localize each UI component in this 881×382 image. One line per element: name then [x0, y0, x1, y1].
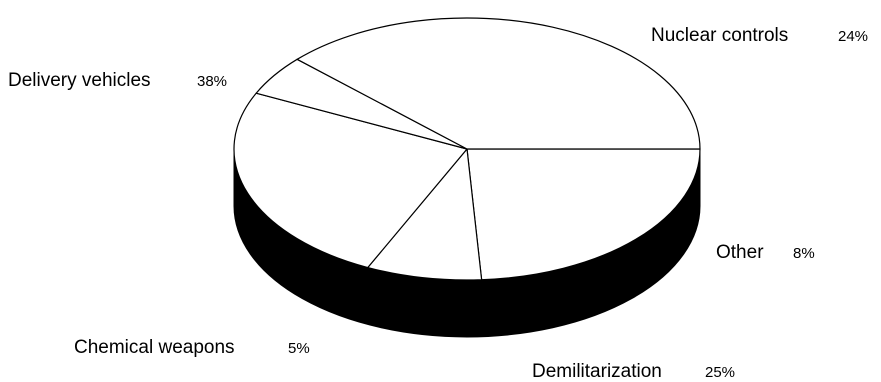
category-label: Demilitarization: [532, 361, 662, 382]
slice-label-other: Other 8%: [716, 242, 815, 263]
value-label: 24%: [838, 28, 868, 45]
pie-slice-other: [367, 148, 483, 281]
slice-label-delivery-vehicles: Delivery vehicles 38%: [8, 70, 227, 91]
slice-label-chemical-weapons: Chemical weapons 5%: [74, 337, 310, 358]
pie-top-layer: [233, 17, 701, 281]
value-label: 8%: [793, 245, 815, 262]
value-label: 38%: [197, 73, 227, 90]
category-label: Nuclear controls: [651, 25, 788, 46]
pie-slice-delivery-vehicles: [296, 17, 701, 150]
value-label: 25%: [705, 364, 735, 381]
slice-label-demilitarization: Demilitarization 25%: [532, 361, 735, 382]
value-label: 5%: [288, 340, 310, 357]
category-label: Delivery vehicles: [8, 70, 151, 91]
category-label: Other: [716, 242, 764, 263]
pie-slice-demilitarization: [233, 92, 468, 269]
category-label: Chemical weapons: [74, 337, 235, 358]
slice-label-nuclear-controls: Nuclear controls 24%: [651, 25, 868, 46]
pie-slice-nuclear-controls: [466, 148, 701, 281]
